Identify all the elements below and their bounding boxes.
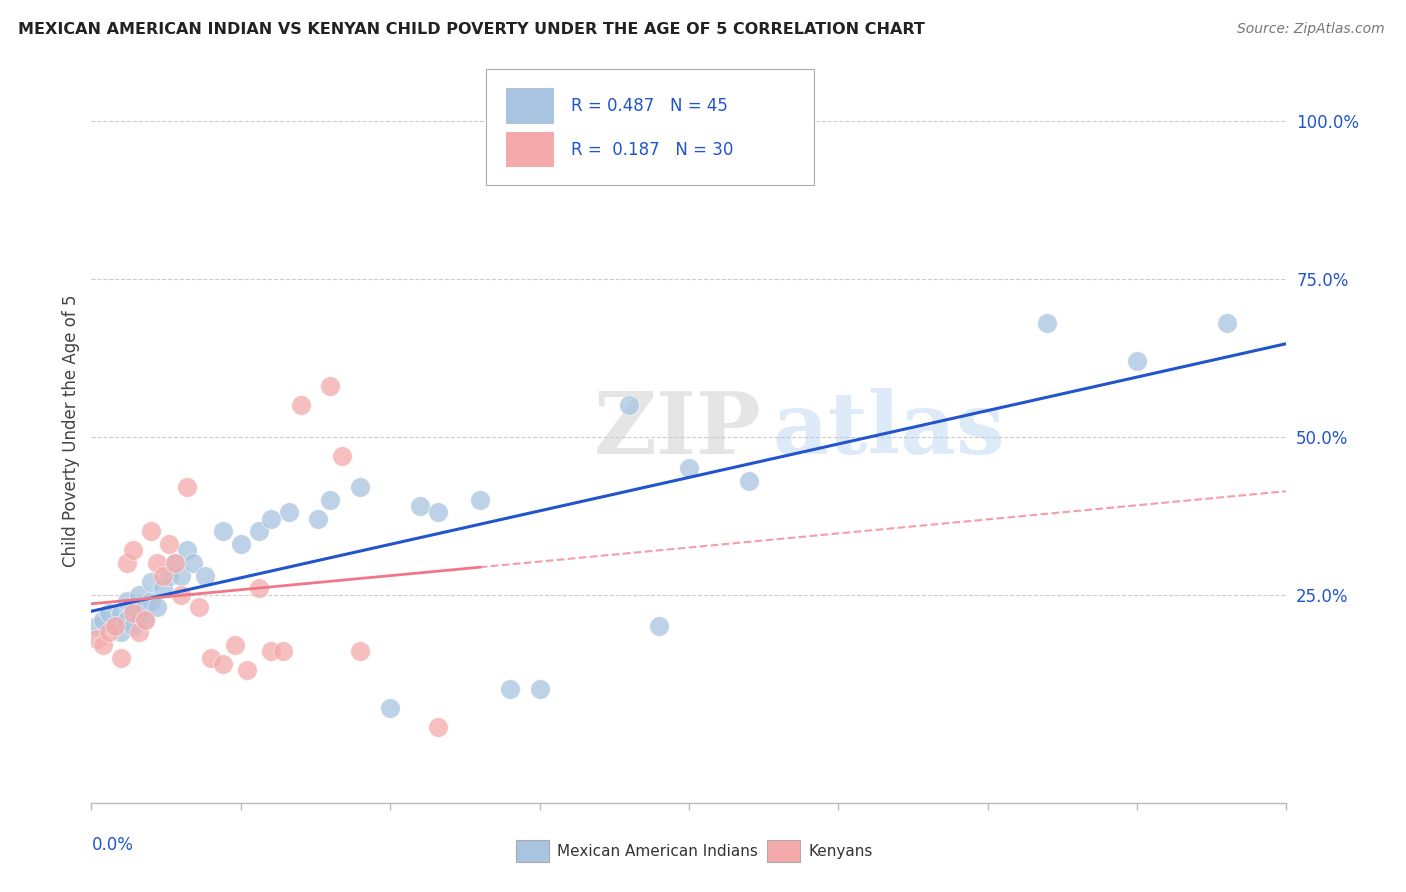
Text: MEXICAN AMERICAN INDIAN VS KENYAN CHILD POVERTY UNDER THE AGE OF 5 CORRELATION C: MEXICAN AMERICAN INDIAN VS KENYAN CHILD … (18, 22, 925, 37)
Point (170, 587, 193, 601)
Point (188, 600, 211, 615)
Point (98, 625, 121, 640)
Point (128, 587, 150, 601)
Point (93, 613, 115, 627)
Text: R = 0.487   N = 45: R = 0.487 N = 45 (571, 96, 727, 115)
Point (224, 638, 246, 652)
Point (141, 524, 163, 539)
Point (86, 619, 108, 633)
Point (349, 644, 371, 658)
Point (110, 650, 132, 665)
Point (247, 581, 270, 595)
Point (104, 619, 127, 633)
Text: atlas: atlas (772, 388, 1005, 473)
Point (1216, 316, 1239, 330)
Point (93, 638, 115, 652)
Point (157, 568, 180, 582)
Point (176, 480, 198, 494)
Text: ZIP: ZIP (593, 388, 761, 473)
Point (176, 543, 198, 558)
Point (235, 663, 259, 677)
Point (110, 625, 132, 640)
Text: Mexican American Indians: Mexican American Indians (558, 844, 758, 859)
Point (619, 398, 641, 412)
Point (349, 480, 371, 494)
Point (115, 594, 138, 608)
Point (163, 556, 186, 570)
Point (122, 607, 145, 621)
Point (290, 398, 312, 412)
Point (200, 650, 222, 665)
Point (110, 607, 132, 621)
Point (181, 556, 204, 570)
Text: R =  0.187   N = 30: R = 0.187 N = 30 (571, 141, 733, 159)
Point (152, 568, 174, 582)
Point (134, 613, 156, 627)
Point (319, 379, 342, 393)
Point (86, 632, 108, 646)
Point (307, 512, 329, 526)
Point (128, 625, 150, 640)
Point (529, 682, 551, 697)
Point (271, 644, 294, 658)
Point (737, 474, 759, 488)
Point (1036, 316, 1059, 330)
Point (157, 537, 180, 551)
Point (104, 619, 127, 633)
Text: Kenyans: Kenyans (808, 844, 873, 859)
Point (468, 492, 491, 507)
Point (247, 524, 270, 539)
Point (128, 607, 150, 621)
Point (332, 449, 354, 463)
Point (380, 701, 402, 715)
Point (134, 600, 156, 615)
Point (134, 613, 156, 627)
FancyBboxPatch shape (486, 70, 814, 185)
Point (499, 682, 522, 697)
Point (170, 568, 193, 582)
FancyBboxPatch shape (506, 132, 554, 168)
Point (277, 505, 299, 519)
Point (211, 657, 233, 671)
Point (122, 600, 145, 615)
Text: Source: ZipAtlas.com: Source: ZipAtlas.com (1237, 22, 1385, 37)
Point (409, 499, 432, 513)
Point (146, 600, 169, 615)
Point (1126, 354, 1149, 368)
Point (211, 524, 233, 539)
Point (115, 556, 138, 570)
FancyBboxPatch shape (506, 87, 554, 123)
Point (319, 492, 342, 507)
Point (648, 619, 671, 633)
Point (141, 594, 163, 608)
FancyBboxPatch shape (516, 840, 550, 863)
Point (122, 619, 145, 633)
Point (115, 613, 138, 627)
Point (122, 543, 145, 558)
Point (427, 505, 450, 519)
Point (194, 568, 217, 582)
Point (259, 512, 281, 526)
Point (98, 607, 121, 621)
Point (259, 644, 281, 658)
Y-axis label: Child Poverty Under the Age of 5: Child Poverty Under the Age of 5 (62, 294, 80, 566)
Point (141, 574, 163, 589)
Point (229, 537, 252, 551)
Point (163, 556, 186, 570)
Point (146, 556, 169, 570)
Point (152, 581, 174, 595)
FancyBboxPatch shape (766, 840, 800, 863)
Point (427, 720, 450, 734)
Text: 0.0%: 0.0% (91, 837, 134, 855)
Point (678, 461, 700, 475)
